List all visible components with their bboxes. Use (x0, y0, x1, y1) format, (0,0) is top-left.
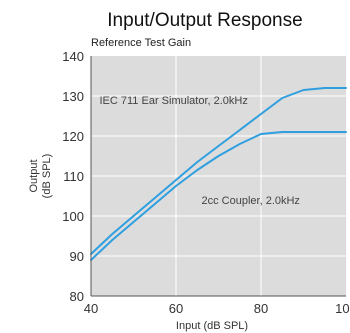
y-axis-label-line-2: (dB SPL) (41, 154, 53, 199)
series-layer (90, 87, 347, 261)
y-tick-label-130: 130 (62, 89, 84, 104)
tick-labels: 80 90 100 110 120 130 140 40 60 80 100 (62, 49, 350, 316)
annotations: IEC 711 Ear Simulator, 2.0kHz 2cc Coupler… (100, 95, 300, 207)
y-tick-label-80: 80 (70, 289, 84, 304)
axes (90, 56, 346, 297)
chart-subtitle: Reference Test Gain (91, 37, 191, 49)
x-tick-label-60: 60 (169, 301, 183, 316)
y-tick-label-100: 100 (62, 209, 84, 224)
series-line-1 (90, 87, 347, 255)
x-tick-label-40: 40 (84, 301, 98, 316)
y-tick-label-90: 90 (70, 249, 84, 264)
y-tick-label-120: 120 (62, 129, 84, 144)
y-axis-label-line-1: Output (28, 159, 40, 192)
series-annotation-1: IEC 711 Ear Simulator, 2.0kHz (100, 95, 248, 107)
y-axis-label: Output (dB SPL) (28, 154, 53, 199)
series-line-2 (90, 131, 347, 261)
x-tick-label-80: 80 (254, 301, 268, 316)
x-tick-label-100: 100 (335, 301, 350, 316)
series-annotation-2: 2cc Coupler, 2.0kHz (202, 195, 300, 207)
x-axis-label: Input (dB SPL) (176, 320, 248, 332)
y-tick-label-140: 140 (62, 49, 84, 64)
y-tick-label-110: 110 (63, 169, 84, 184)
chart-title: Input/Output Response (107, 10, 302, 31)
